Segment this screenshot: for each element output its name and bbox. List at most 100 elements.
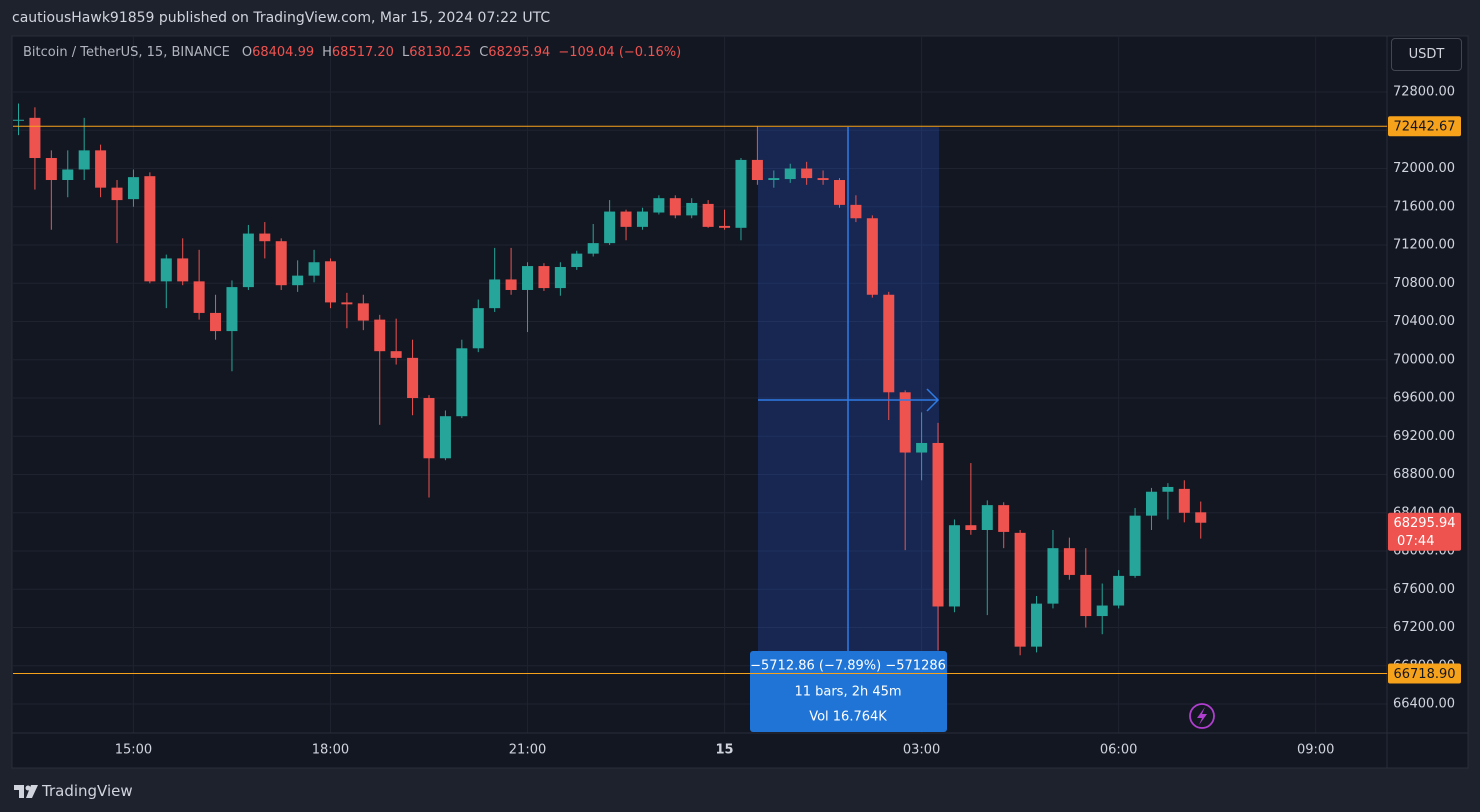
candle-body bbox=[850, 204, 862, 219]
candle-body bbox=[1014, 532, 1026, 647]
measure-label-box bbox=[750, 651, 947, 732]
candle-body bbox=[899, 392, 911, 453]
candle-body bbox=[554, 267, 566, 289]
candle-body bbox=[95, 150, 107, 188]
measure-text: 11 bars, 2h 45m bbox=[794, 685, 901, 700]
candles bbox=[13, 103, 1207, 656]
candle-body bbox=[883, 294, 895, 393]
candle-body bbox=[259, 233, 271, 242]
price-badge-label: 68295.94 bbox=[1393, 516, 1455, 531]
candle-body bbox=[587, 243, 599, 254]
y-tick-label: 72800.00 bbox=[1393, 85, 1455, 100]
measure-arrow bbox=[926, 388, 940, 412]
candle-body bbox=[374, 319, 386, 352]
ohlc-value: 68404.99 bbox=[252, 45, 315, 60]
candle-body bbox=[29, 117, 41, 159]
y-tick-label: 69200.00 bbox=[1393, 429, 1455, 444]
candle-body bbox=[1162, 486, 1174, 492]
candle-body bbox=[390, 351, 402, 358]
candle-body bbox=[407, 357, 419, 399]
grid bbox=[13, 36, 1387, 733]
candle-body bbox=[111, 187, 123, 201]
logo-mark bbox=[26, 785, 38, 798]
candle-body bbox=[784, 168, 796, 180]
candle-body bbox=[177, 258, 189, 282]
candle-body bbox=[226, 287, 238, 332]
y-tick-label: 67600.00 bbox=[1393, 582, 1455, 597]
x-tick-label: 06:00 bbox=[1100, 743, 1137, 758]
hline-label: 72442.67 bbox=[1393, 120, 1455, 135]
ohlc-value: 68517.20 bbox=[331, 45, 394, 60]
candle-body bbox=[522, 266, 534, 290]
measure-text: Vol 16.764K bbox=[809, 710, 887, 725]
candle-body bbox=[193, 281, 205, 313]
axes: 72800.0072400.0072000.0071600.0071200.00… bbox=[13, 85, 1461, 758]
candle-body bbox=[242, 233, 254, 288]
price-badge bbox=[1388, 512, 1461, 551]
brand: TradingView bbox=[42, 782, 133, 800]
y-tick-label: 70800.00 bbox=[1393, 276, 1455, 291]
alert-icon[interactable] bbox=[1189, 703, 1215, 729]
candle-body bbox=[702, 203, 714, 227]
candle-body bbox=[160, 258, 172, 282]
candle-body bbox=[916, 442, 928, 453]
candle-body bbox=[965, 525, 977, 530]
candle-body bbox=[1195, 512, 1207, 523]
candle-body bbox=[144, 176, 156, 282]
symbol-legend: Bitcoin / TetherUS, 15, BINANCE O 68404.9… bbox=[23, 45, 681, 60]
candle-body bbox=[1113, 575, 1125, 606]
candle-body bbox=[472, 308, 484, 349]
ohlc-key: O bbox=[241, 45, 253, 60]
candle-body bbox=[127, 177, 139, 200]
x-tick-label: 15:00 bbox=[115, 743, 152, 758]
x-tick-label: 21:00 bbox=[509, 743, 546, 758]
candle-body bbox=[489, 279, 501, 309]
alert-bolt[interactable] bbox=[1197, 707, 1207, 725]
candle-body bbox=[653, 198, 665, 213]
candle-body bbox=[78, 150, 90, 170]
logo-mark bbox=[14, 785, 24, 798]
measure-text: −5712.86 (−7.89%) −571286 bbox=[750, 659, 946, 674]
candle-body bbox=[1129, 515, 1141, 576]
candle-body bbox=[768, 178, 780, 181]
candle-body bbox=[620, 211, 632, 227]
candle-body bbox=[456, 348, 468, 417]
logo-dot bbox=[25, 785, 31, 791]
candle-body bbox=[801, 168, 813, 179]
y-tick-label: 68800.00 bbox=[1393, 467, 1455, 482]
candle-body bbox=[439, 416, 451, 459]
candle-body bbox=[686, 202, 698, 216]
candle-body bbox=[998, 505, 1010, 532]
y-tick-label: 69600.00 bbox=[1393, 391, 1455, 406]
y-tick-label: 66400.00 bbox=[1393, 697, 1455, 712]
candle-body bbox=[45, 158, 57, 181]
hline-badge bbox=[1388, 663, 1461, 684]
x-tick-label: 03:00 bbox=[903, 743, 940, 758]
candle-body bbox=[1145, 491, 1157, 516]
hline-badge bbox=[1388, 116, 1461, 137]
candle-body bbox=[834, 180, 845, 205]
y-tick-label: 70000.00 bbox=[1393, 352, 1455, 367]
alert-circle[interactable] bbox=[1189, 703, 1215, 729]
candle-body bbox=[571, 253, 583, 268]
candle-body bbox=[357, 303, 369, 321]
ohlc-value: 68295.94 bbox=[488, 45, 551, 60]
publish-info: cautiousHawk91859 published on TradingVi… bbox=[12, 10, 551, 26]
candle-body bbox=[341, 302, 353, 305]
candle-body bbox=[538, 266, 550, 289]
candle-body bbox=[604, 211, 616, 244]
candle-body bbox=[735, 159, 747, 228]
candle-body bbox=[1063, 548, 1075, 575]
candle-body bbox=[866, 218, 878, 295]
currency-button[interactable]: USDT bbox=[1391, 38, 1462, 71]
candle-body bbox=[719, 225, 731, 228]
x-tick-label: 18:00 bbox=[312, 743, 349, 758]
candle-body bbox=[932, 442, 944, 607]
candle-body bbox=[275, 241, 287, 286]
candle-body bbox=[505, 279, 517, 290]
measure-overlay: −5712.86 (−7.89%) −571286 11 bars, 2h 45… bbox=[750, 127, 947, 732]
candle-body bbox=[324, 261, 336, 303]
ohlc-value: 68130.25 bbox=[409, 45, 472, 60]
